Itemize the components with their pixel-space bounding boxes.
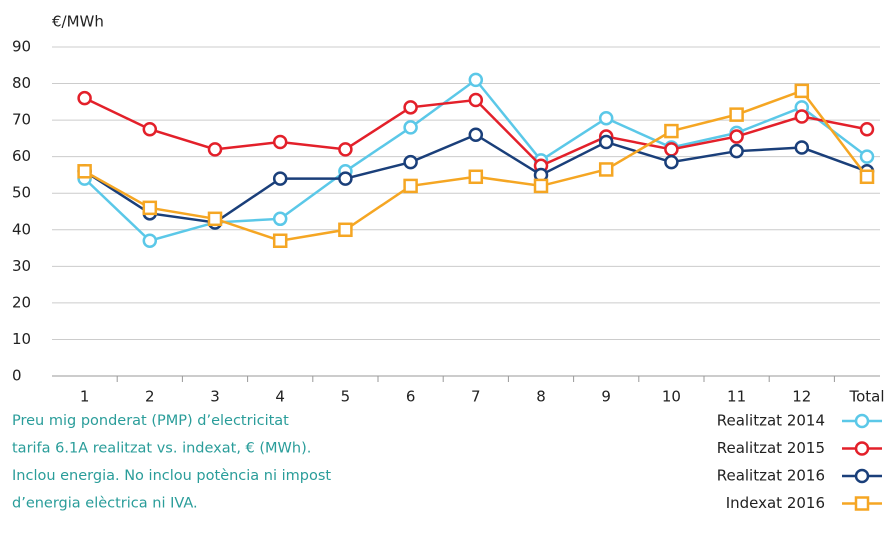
y-tick-label: 50 bbox=[12, 184, 31, 202]
x-tick-label: 10 bbox=[662, 388, 681, 406]
x-tick-label: 7 bbox=[471, 388, 481, 406]
marker bbox=[598, 111, 614, 126]
y-tick-label: 70 bbox=[12, 111, 31, 129]
legend-label: Realitzat 2016 bbox=[717, 467, 825, 485]
y-tick-label: 60 bbox=[12, 147, 31, 165]
legend-marker bbox=[854, 468, 870, 484]
x-tick-label: 4 bbox=[275, 388, 285, 406]
marker bbox=[468, 169, 484, 185]
marker bbox=[533, 178, 549, 194]
marker bbox=[77, 90, 92, 106]
marker bbox=[207, 211, 223, 227]
marker bbox=[468, 92, 484, 108]
y-tick-label: 30 bbox=[12, 257, 31, 275]
marker bbox=[794, 83, 810, 99]
caption: Inclou energia. No inclou potència ni im… bbox=[12, 468, 331, 484]
legend-marker bbox=[854, 496, 870, 511]
y-tick-label: 80 bbox=[12, 74, 31, 92]
marker bbox=[598, 134, 614, 150]
marker bbox=[77, 164, 92, 179]
x-tick-label: 8 bbox=[536, 388, 546, 406]
marker bbox=[207, 142, 223, 157]
marker bbox=[729, 143, 744, 159]
x-tick-label: 1 bbox=[80, 388, 90, 406]
marker bbox=[142, 122, 158, 137]
marker bbox=[338, 171, 353, 186]
x-tick-label: 5 bbox=[341, 388, 351, 406]
marker bbox=[729, 129, 744, 144]
y-tick-label: 40 bbox=[12, 220, 31, 238]
y-tick-label: 90 bbox=[12, 38, 31, 56]
marker bbox=[338, 142, 353, 157]
marker bbox=[859, 149, 875, 164]
x-tick-label: 6 bbox=[406, 388, 416, 406]
y-tick-label: 10 bbox=[12, 330, 31, 348]
marker bbox=[664, 123, 679, 139]
marker bbox=[272, 233, 288, 248]
caption: tarifa 6.1A realitzat vs. indexat, € (MW… bbox=[12, 441, 311, 457]
x-tick-label: 11 bbox=[727, 388, 746, 406]
marker bbox=[598, 162, 614, 177]
caption: Preu mig ponderat (PMP) d’electricitat bbox=[12, 413, 289, 429]
caption: d’energia elèctrica ni IVA. bbox=[12, 496, 198, 512]
legend-label: Indexat 2016 bbox=[726, 494, 825, 512]
marker bbox=[794, 140, 810, 155]
marker bbox=[272, 171, 288, 186]
x-tick-label: 12 bbox=[792, 388, 811, 406]
legend-marker bbox=[854, 441, 870, 456]
marker bbox=[338, 222, 353, 238]
marker bbox=[142, 200, 158, 216]
marker bbox=[142, 233, 158, 248]
legend-label: Realitzat 2015 bbox=[717, 439, 825, 457]
marker bbox=[403, 154, 418, 170]
marker bbox=[468, 72, 484, 88]
x-tick-label: 3 bbox=[210, 388, 220, 406]
marker bbox=[859, 169, 875, 185]
marker bbox=[859, 122, 875, 137]
y-tick-label: 0 bbox=[12, 367, 22, 385]
legend-marker bbox=[854, 413, 870, 429]
marker bbox=[403, 120, 418, 135]
x-tick-label: 2 bbox=[145, 388, 155, 406]
y-axis-label: €/MWh bbox=[52, 13, 104, 31]
x-tick-label: Total bbox=[848, 388, 884, 406]
marker bbox=[272, 211, 288, 227]
marker bbox=[664, 142, 679, 157]
marker bbox=[272, 134, 288, 150]
marker bbox=[468, 127, 484, 142]
marker bbox=[794, 109, 810, 124]
series-line bbox=[83, 89, 868, 243]
marker bbox=[664, 154, 679, 170]
x-tick-label: 9 bbox=[601, 388, 611, 406]
marker bbox=[729, 107, 744, 122]
marker bbox=[403, 178, 418, 194]
y-tick-label: 20 bbox=[12, 293, 31, 311]
legend-label: Realitzat 2014 bbox=[717, 412, 825, 430]
marker bbox=[403, 100, 418, 115]
